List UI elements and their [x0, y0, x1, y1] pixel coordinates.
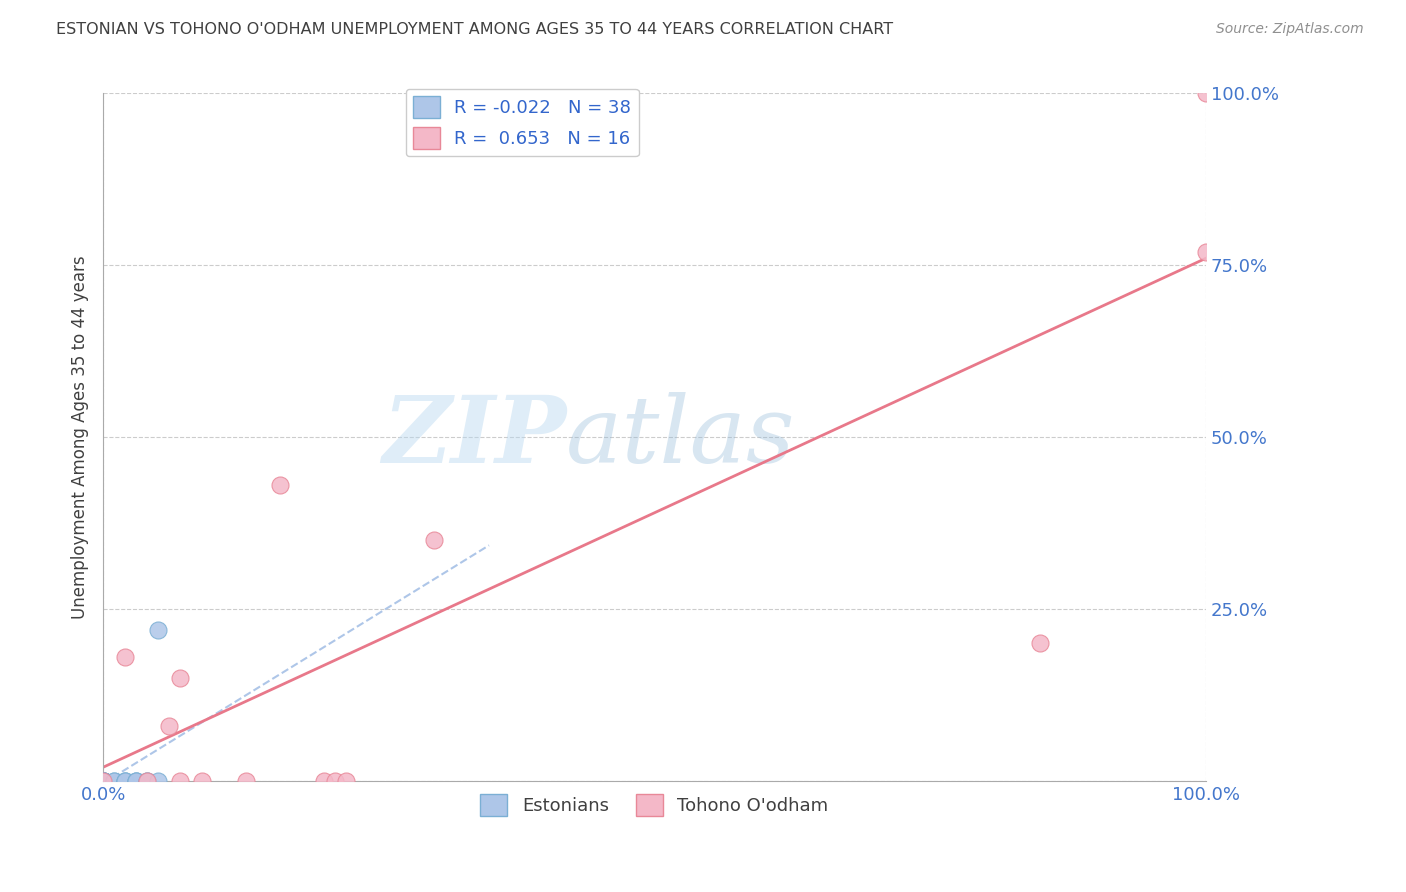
- Point: [91, 774, 114, 789]
- Point: [91, 774, 114, 789]
- Text: Source: ZipAtlas.com: Source: ZipAtlas.com: [1216, 22, 1364, 37]
- Point: [91, 774, 114, 789]
- Point: [1195, 87, 1218, 101]
- Point: [91, 774, 114, 789]
- Point: [103, 774, 125, 789]
- Point: [91, 774, 114, 789]
- Point: [91, 774, 114, 789]
- Point: [1029, 636, 1052, 650]
- Point: [91, 774, 114, 789]
- Point: [335, 774, 357, 789]
- Point: [125, 774, 148, 789]
- Point: [157, 719, 180, 733]
- Point: [125, 774, 148, 789]
- Point: [91, 774, 114, 789]
- Point: [323, 774, 346, 789]
- Point: [91, 774, 114, 789]
- Point: [114, 774, 136, 789]
- Point: [91, 774, 114, 789]
- Point: [91, 774, 114, 789]
- Point: [91, 774, 114, 789]
- Point: [91, 774, 114, 789]
- Point: [91, 774, 114, 789]
- Point: [312, 774, 335, 789]
- Point: [169, 774, 191, 789]
- Point: [91, 774, 114, 789]
- Point: [91, 774, 114, 789]
- Point: [136, 774, 159, 789]
- Text: atlas: atlas: [567, 392, 796, 483]
- Point: [235, 774, 257, 789]
- Point: [423, 533, 446, 548]
- Point: [148, 623, 170, 637]
- Point: [114, 650, 136, 665]
- Point: [269, 478, 291, 492]
- Point: [103, 774, 125, 789]
- Point: [91, 774, 114, 789]
- Point: [114, 774, 136, 789]
- Point: [1195, 244, 1218, 259]
- Text: ZIP: ZIP: [382, 392, 567, 483]
- Point: [148, 774, 170, 789]
- Point: [91, 774, 114, 789]
- Point: [125, 774, 148, 789]
- Point: [169, 671, 191, 685]
- Point: [91, 774, 114, 789]
- Point: [91, 774, 114, 789]
- Point: [91, 774, 114, 789]
- Y-axis label: Unemployment Among Ages 35 to 44 years: Unemployment Among Ages 35 to 44 years: [72, 255, 89, 619]
- Point: [91, 774, 114, 789]
- Point: [91, 774, 114, 789]
- Point: [136, 774, 159, 789]
- Point: [91, 774, 114, 789]
- Point: [91, 774, 114, 789]
- Point: [114, 774, 136, 789]
- Legend: Estonians, Tohono O'odham: Estonians, Tohono O'odham: [472, 787, 835, 823]
- Text: ESTONIAN VS TOHONO O'ODHAM UNEMPLOYMENT AMONG AGES 35 TO 44 YEARS CORRELATION CH: ESTONIAN VS TOHONO O'ODHAM UNEMPLOYMENT …: [56, 22, 893, 37]
- Point: [91, 774, 114, 789]
- Point: [191, 774, 214, 789]
- Point: [136, 774, 159, 789]
- Point: [91, 774, 114, 789]
